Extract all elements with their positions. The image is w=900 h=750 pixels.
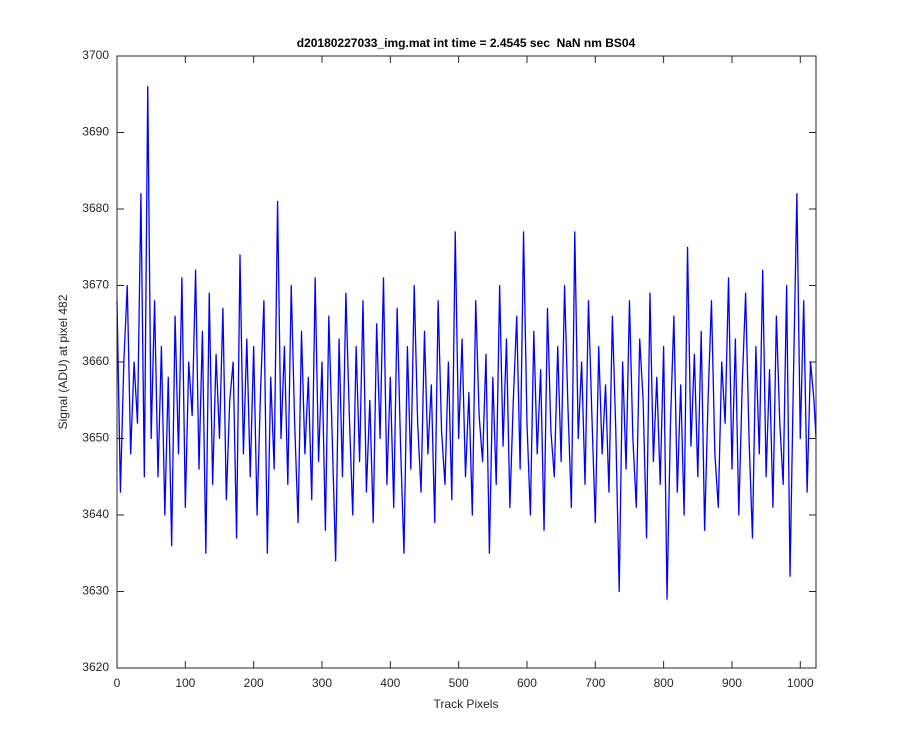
y-tick-label: 3690 xyxy=(82,125,109,139)
y-tick-label: 3660 xyxy=(82,354,109,368)
x-tick-label: 700 xyxy=(585,676,605,690)
x-tick-label: 1000 xyxy=(787,676,814,690)
y-tick-label: 3670 xyxy=(82,278,109,292)
x-tick-label: 800 xyxy=(654,676,674,690)
x-tick-label: 0 xyxy=(114,676,121,690)
x-tick-label: 500 xyxy=(449,676,469,690)
y-tick-label: 3680 xyxy=(82,201,109,215)
y-tick-label: 3620 xyxy=(82,660,109,674)
y-tick-label: 3700 xyxy=(82,48,109,62)
x-tick-label: 600 xyxy=(517,676,537,690)
x-tick-label: 900 xyxy=(722,676,742,690)
data-line xyxy=(116,85,817,600)
y-tick-label: 3640 xyxy=(82,507,109,521)
x-tick-label: 200 xyxy=(244,676,264,690)
x-tick-label: 300 xyxy=(312,676,332,690)
x-tick-label: 100 xyxy=(175,676,195,690)
y-tick-label: 3650 xyxy=(82,431,109,445)
y-axis-label: Signal (ADU) at pixel 482 xyxy=(56,294,70,429)
chart-title: d20180227033_img.mat int time = 2.4545 s… xyxy=(297,36,636,50)
axes-box xyxy=(116,55,817,669)
y-tick-label: 3630 xyxy=(82,584,109,598)
x-tick-label: 400 xyxy=(380,676,400,690)
x-axis-label: Track Pixels xyxy=(434,697,499,711)
